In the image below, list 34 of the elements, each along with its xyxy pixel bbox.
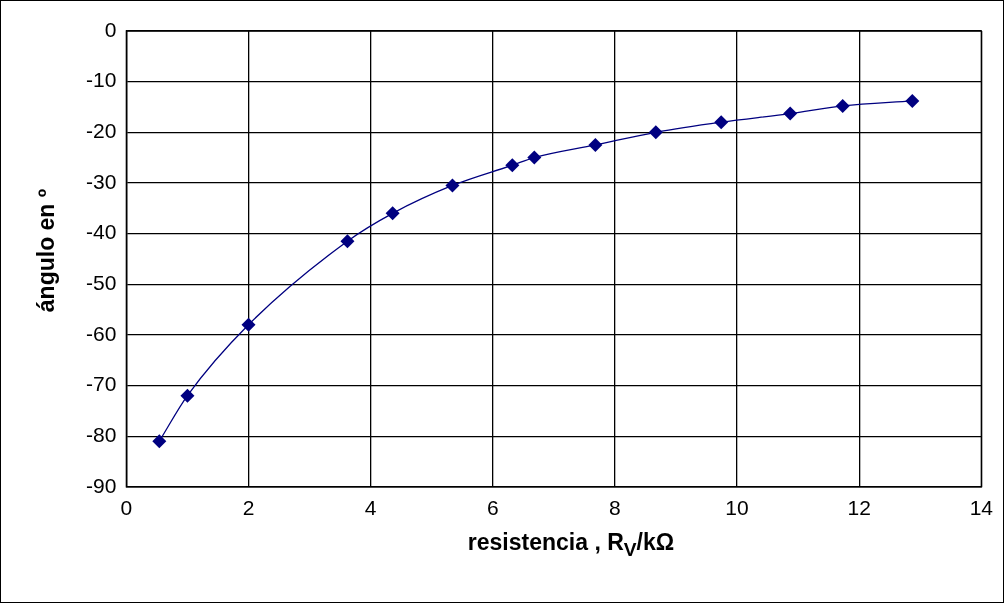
x-tick-label: 10 [725,496,749,520]
point [152,434,167,449]
point [905,93,920,108]
point [648,125,663,140]
x-tick-label: 8 [609,496,621,520]
x-axis-title: resistencia , R$_{V}$/kΩ [466,529,676,561]
x-tick-label: 4 [364,496,377,520]
point [445,178,460,193]
point [340,234,355,249]
y-tick-label: 0 [104,17,117,41]
y-tick-label: -70 [85,372,117,396]
x-tick-label: 12 [847,496,871,520]
x-tick-label: 0 [120,496,133,520]
x-tick-label: 14 [969,496,994,520]
point [714,115,729,130]
y-tick-label: -50 [85,271,117,295]
x-tick-label: 6 [486,496,499,520]
y-axis-title: ángulo en º [32,187,60,315]
y-tick-label: -30 [85,169,117,193]
point [241,317,256,332]
y-tick-label: -60 [85,321,117,345]
y-tick-label: -40 [85,220,117,244]
point [835,98,850,113]
y-tick-label: -10 [85,68,117,92]
point [385,206,400,221]
point [527,150,542,165]
y-tick-label: -90 [85,473,117,497]
point [180,388,195,403]
point [505,158,520,173]
point [588,137,603,152]
point [783,106,798,121]
x-tick-label: 2 [242,496,255,520]
y-tick-label: -80 [85,422,117,446]
y-tick-label: -20 [85,119,117,143]
